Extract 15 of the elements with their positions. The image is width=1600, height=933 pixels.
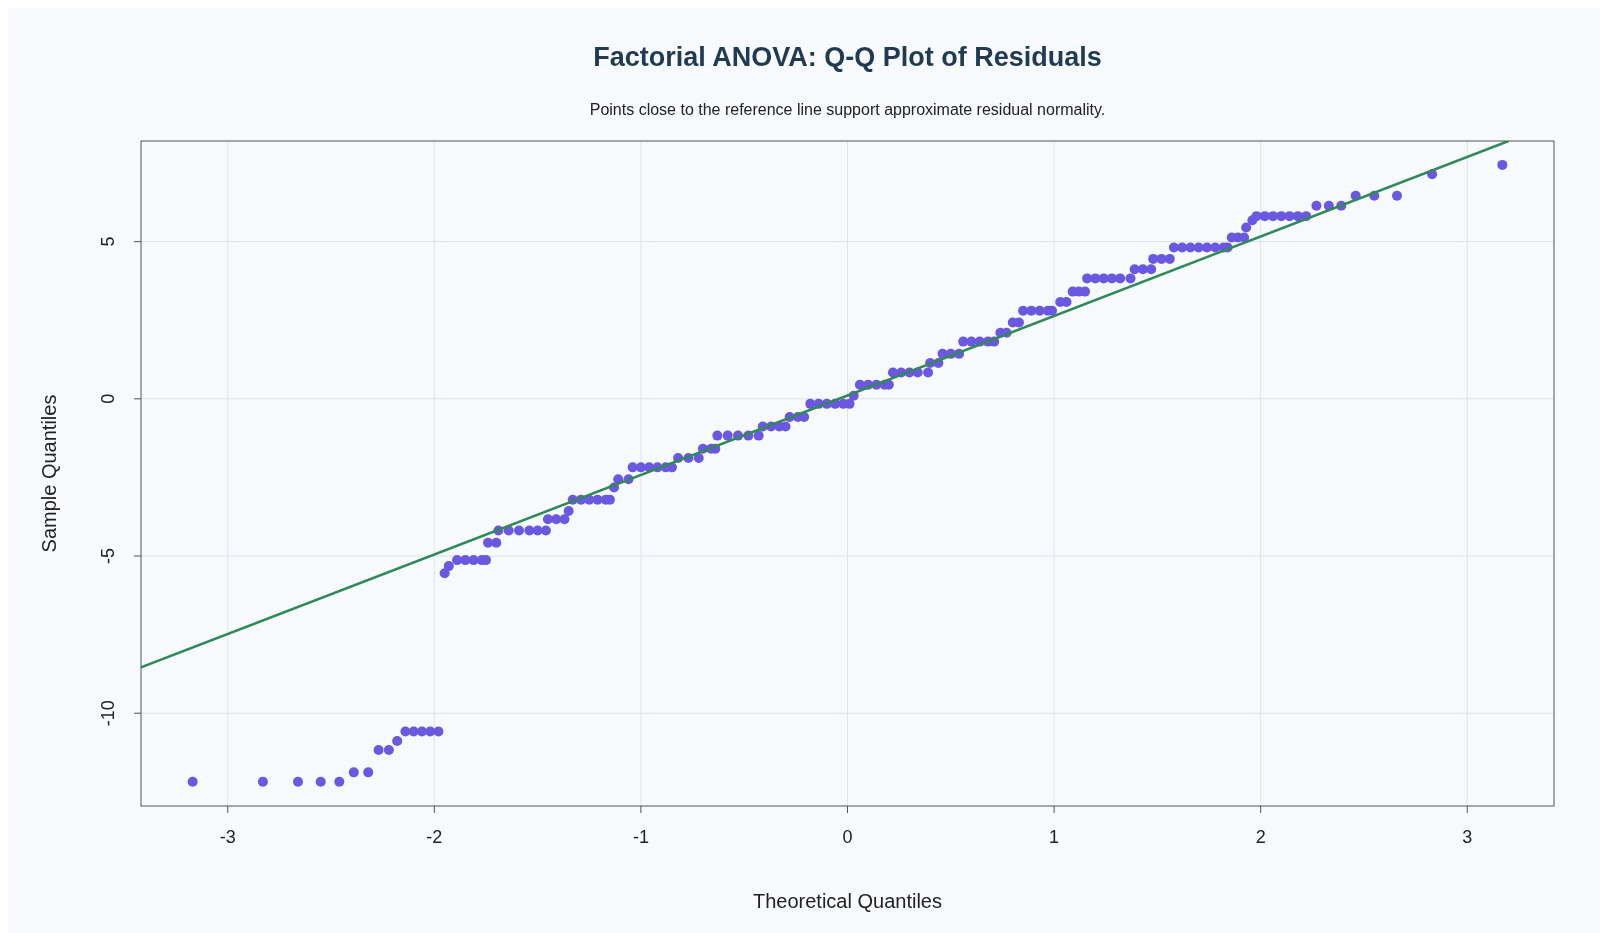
- x-tick-label: 2: [1255, 827, 1266, 847]
- y-tick-label: 5: [98, 236, 118, 247]
- y-axis-title: Sample Quantiles: [38, 394, 60, 553]
- y-tick-label: -5: [98, 548, 118, 565]
- x-tick-label: -2: [426, 827, 443, 847]
- x-tick-label: 3: [1462, 827, 1473, 847]
- chart-subtitle: Points close to the reference line support approximate residual normality.: [589, 101, 1106, 118]
- x-tick-label: -3: [219, 827, 236, 847]
- x-axis-title: Theoretical Quantiles: [753, 890, 942, 912]
- x-tick-label: 1: [1049, 827, 1060, 847]
- x-tick-label: -1: [632, 827, 649, 847]
- y-tick-label: 0: [98, 393, 118, 404]
- x-tick-label: 0: [842, 827, 853, 847]
- y-tick-label: -10: [98, 700, 118, 727]
- chart-title: Factorial ANOVA: Q-Q Plot of Residuals: [593, 42, 1102, 72]
